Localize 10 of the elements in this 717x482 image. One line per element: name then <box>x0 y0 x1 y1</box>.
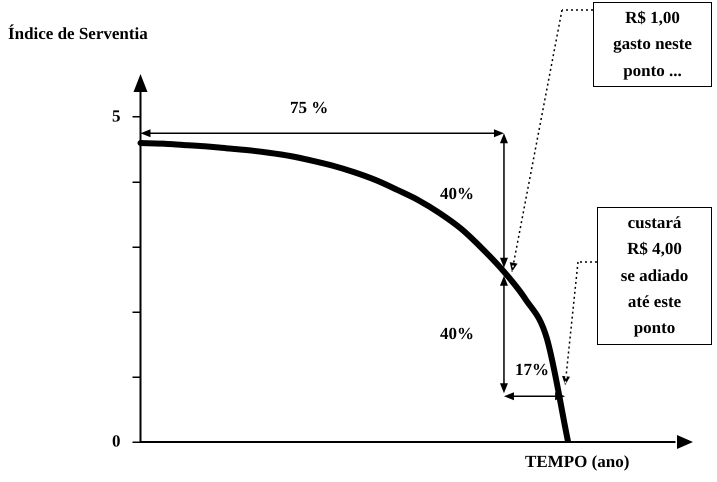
annotation: 75 % <box>290 98 328 118</box>
x-axis-title: TEMPO (ano) <box>525 452 630 472</box>
y-tick-label: 0 <box>112 431 120 450</box>
annotation: R$ 1,00 gasto neste ponto ... <box>593 2 712 88</box>
annotation: custará R$ 4,00 se adiado até este ponto <box>597 207 712 345</box>
annotation: 40% <box>440 324 474 344</box>
annotation: 40% <box>440 184 474 204</box>
y-tick-label: 5 <box>112 106 120 126</box>
annotation: 17% <box>515 360 549 380</box>
chart-title: Índice de Serventia <box>8 24 148 44</box>
